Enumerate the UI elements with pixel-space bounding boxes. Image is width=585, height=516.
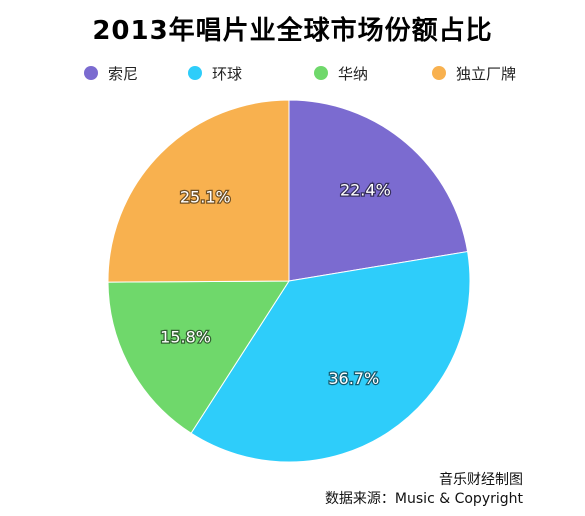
legend-item-sony: 索尼 bbox=[84, 60, 138, 86]
legend-label-warner: 华纳 bbox=[338, 64, 369, 83]
pie-label-universal: 36.7% bbox=[328, 369, 379, 388]
legend-item-warner: 华纳 bbox=[314, 60, 368, 86]
pie-slice-independent bbox=[107, 99, 290, 283]
legend-swatch-warner bbox=[314, 66, 328, 80]
pie-slice-sony bbox=[288, 99, 469, 282]
legend-swatch-independent bbox=[432, 66, 446, 80]
legend-swatch-sony bbox=[84, 66, 98, 80]
pie-label-sony: 22.4% bbox=[340, 181, 391, 200]
legend: 索尼 环球 华纳 独立厂牌 bbox=[0, 60, 585, 86]
legend-swatch-universal bbox=[188, 66, 202, 80]
pie-label-warner: 15.8% bbox=[160, 327, 211, 346]
chart-title: 2013年唱片业全球市场份额占比 bbox=[92, 16, 493, 46]
source-credit: 音乐财经制图 bbox=[439, 472, 523, 488]
pie-label-independent: 25.1% bbox=[180, 187, 231, 206]
legend-label-independent: 独立厂牌 bbox=[456, 64, 517, 83]
legend-label-sony: 索尼 bbox=[108, 64, 139, 83]
legend-item-universal: 环球 bbox=[188, 60, 242, 86]
pie-slice-warner bbox=[107, 280, 290, 434]
source-note: 数据来源：Music & Copyright bbox=[324, 491, 523, 507]
legend-item-independent: 独立厂牌 bbox=[432, 60, 516, 86]
pie-slice-universal bbox=[190, 250, 471, 463]
legend-label-universal: 环球 bbox=[212, 64, 243, 83]
